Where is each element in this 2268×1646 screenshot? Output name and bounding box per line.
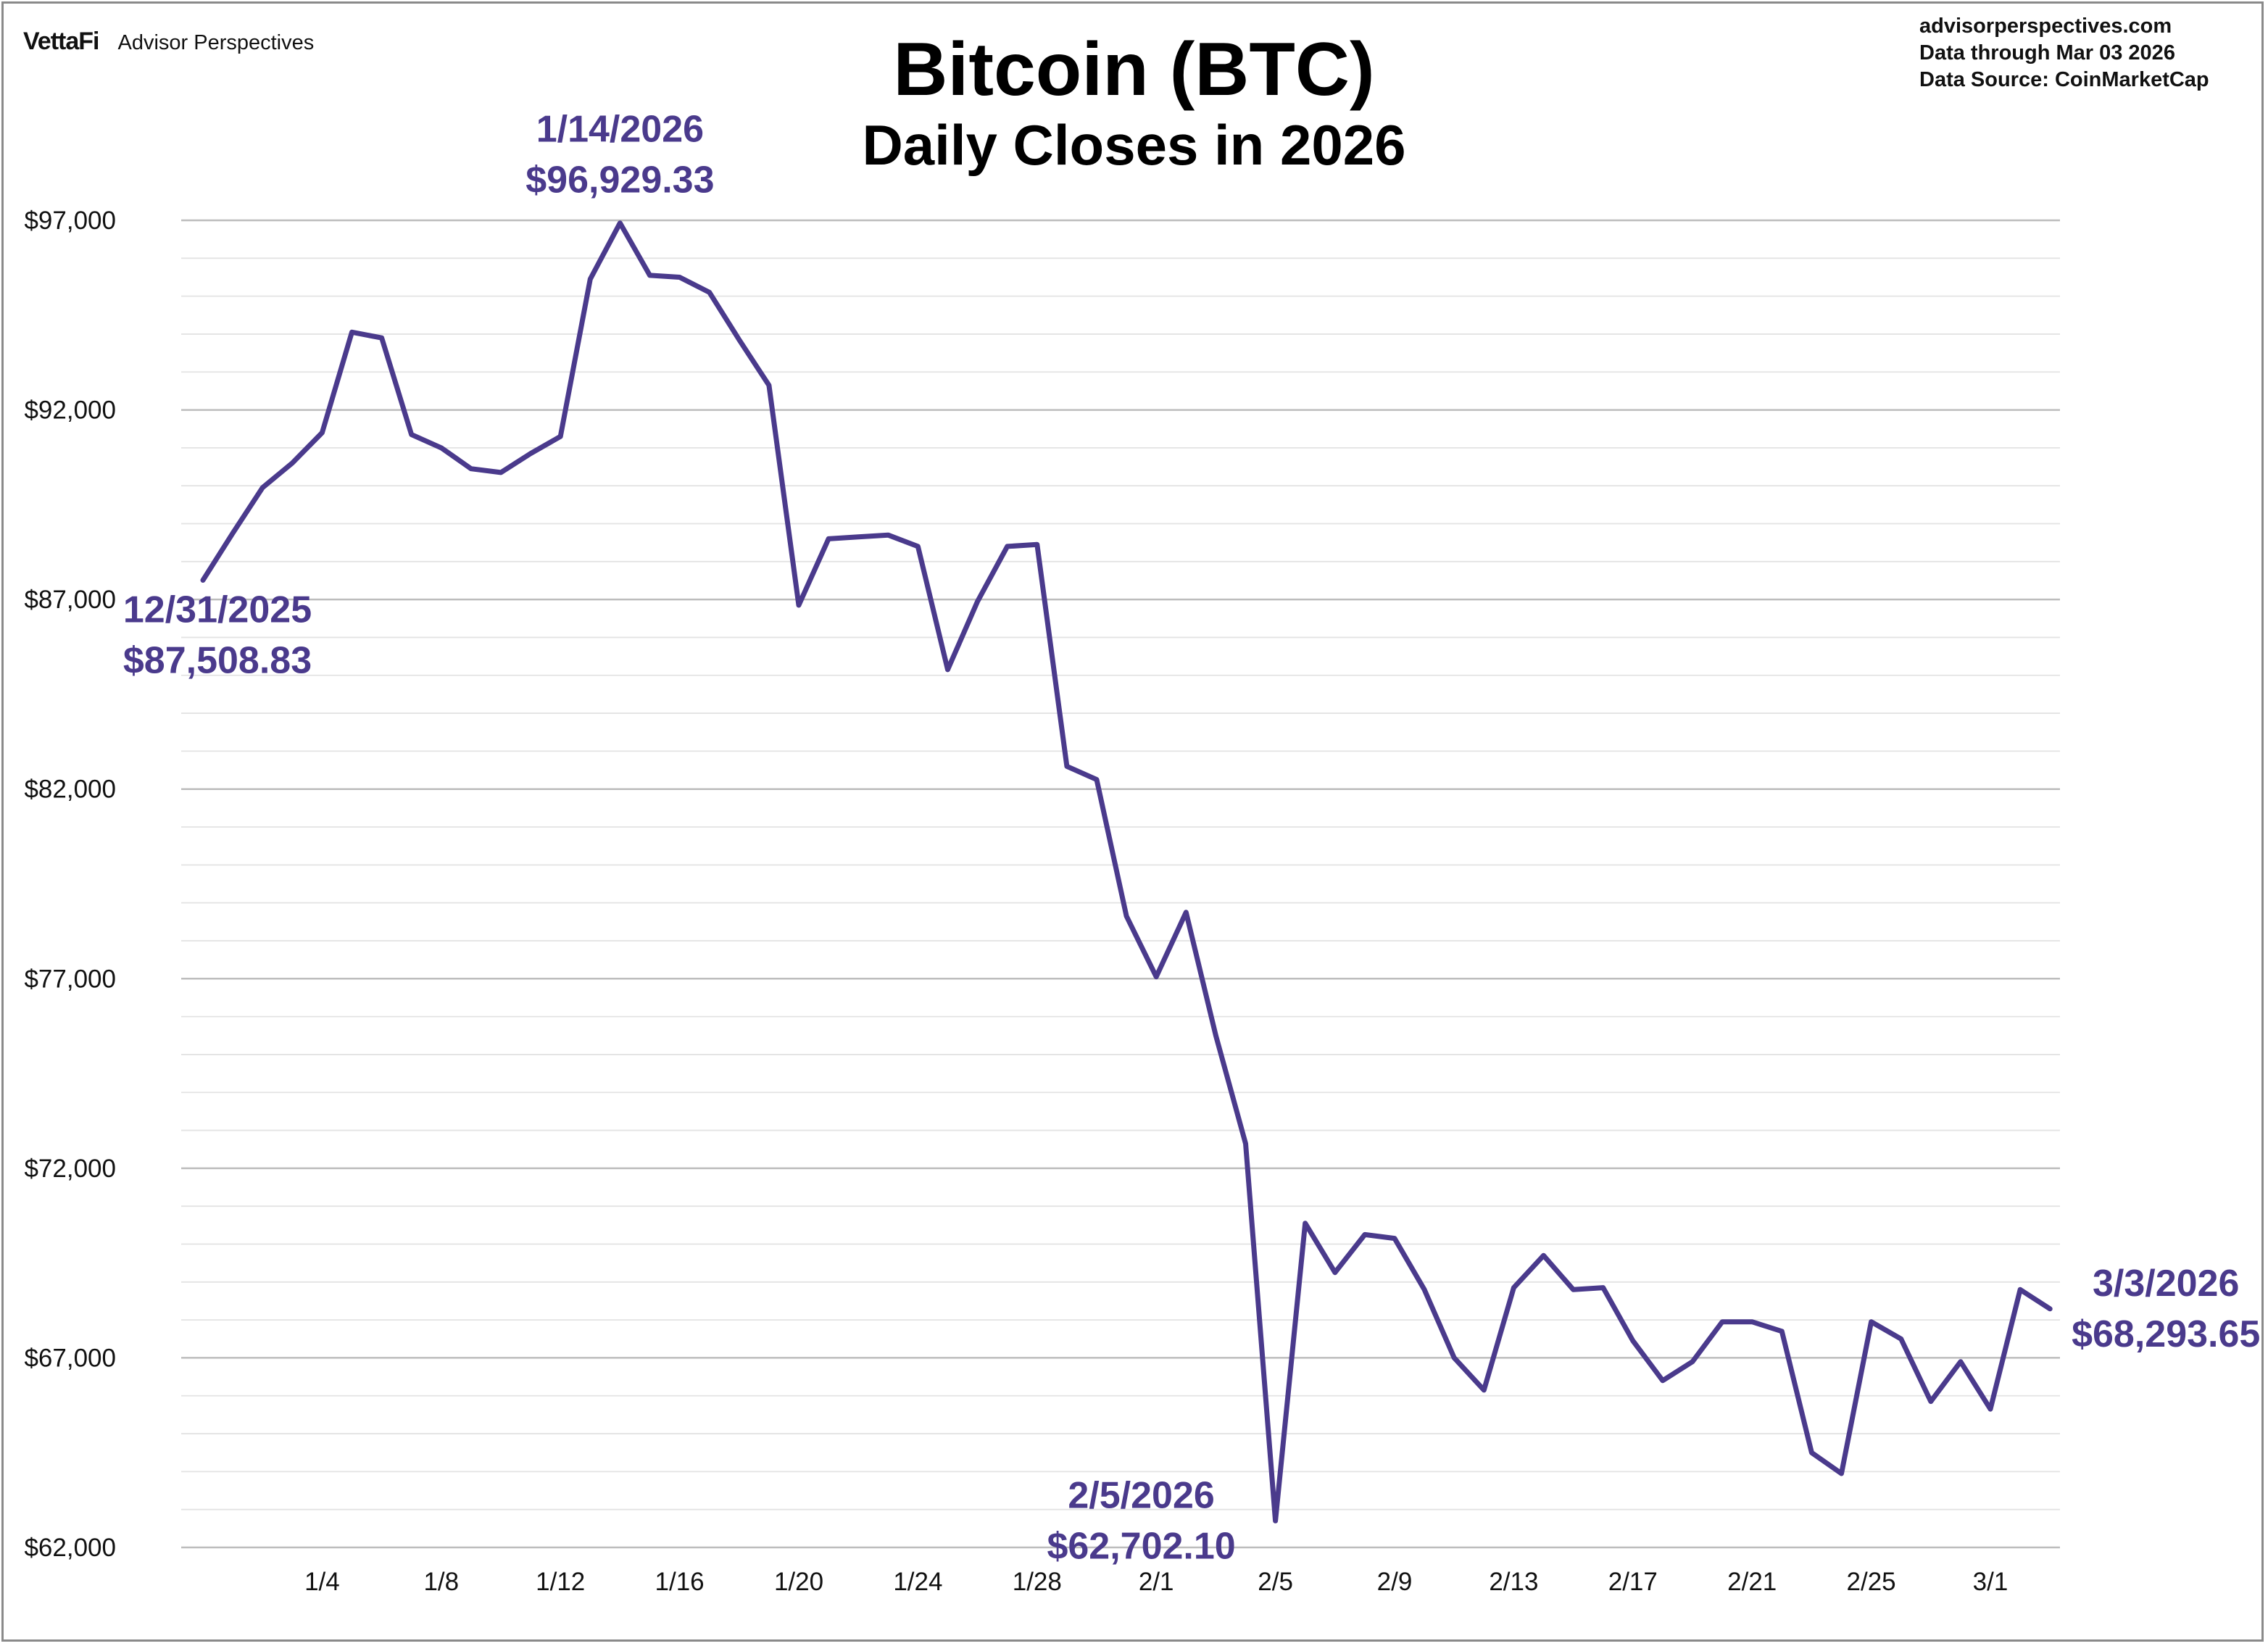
x-tick-label: 1/12: [536, 1568, 585, 1596]
annotation-date: 3/3/2026: [2093, 1263, 2239, 1305]
chart-title: Bitcoin (BTC): [893, 28, 1375, 112]
data-source-label: Data Source: CoinMarketCap: [1919, 68, 2209, 92]
x-tick-label: 2/9: [1377, 1568, 1413, 1596]
y-tick-label: $72,000: [24, 1155, 116, 1183]
brand-product: Advisor Perspectives: [117, 31, 315, 54]
x-tick-label: 1/16: [655, 1568, 705, 1596]
x-tick-label: 1/28: [1013, 1568, 1062, 1596]
chart-title-block: Bitcoin (BTC) Daily Closes in 2026: [0, 28, 2268, 180]
x-axis-ticks: 1/4 1/8 1/12 1/16 1/20 1/24 1/28 2/1 2/5 2/9 2/13 2…: [304, 1568, 2008, 1596]
x-tick-label: 2/13: [1489, 1568, 1538, 1596]
x-tick-label: 1/4: [304, 1568, 340, 1596]
price-series: [200, 220, 2053, 1524]
y-tick-label: $67,000: [24, 1344, 116, 1372]
y-tick-label: $97,000: [24, 207, 116, 235]
x-tick-label: 1/8: [423, 1568, 459, 1596]
annotations: 12/31/2025 $87,508.83 1/14/2026 $96,929.33 2…: [123, 109, 2260, 1568]
y-tick-label: $77,000: [24, 965, 116, 993]
chart-subtitle: Daily Closes in 2026: [862, 113, 1406, 178]
annotation-value: $62,702.10: [1047, 1525, 1235, 1567]
annotation-value: $96,929.33: [526, 159, 714, 201]
y-tick-label: $82,000: [24, 776, 116, 804]
y-tick-label: $92,000: [24, 396, 116, 425]
annotation-value: $87,508.83: [123, 640, 312, 682]
y-axis-ticks: $97,000 $92,000 $87,000 $82,000 $77,000 $72,0…: [24, 207, 116, 1562]
x-tick-label: 2/25: [1847, 1568, 1896, 1596]
x-tick-label: 1/24: [893, 1568, 942, 1596]
source-info: advisorperspectives.com Data through Mar…: [1919, 13, 2209, 93]
x-tick-label: 2/5: [1258, 1568, 1293, 1596]
series-line: [200, 220, 2053, 1524]
x-tick-label: 2/17: [1608, 1568, 1658, 1596]
y-tick-label: $62,000: [24, 1534, 116, 1562]
brand-header: VettaFi Advisor Perspectives: [23, 28, 314, 56]
website-label: advisorperspectives.com: [1919, 14, 2172, 38]
y-tick-label: $87,000: [24, 586, 116, 614]
annotation-value: $68,293.65: [2072, 1313, 2260, 1355]
data-through-label: Data through Mar 03 2026: [1919, 41, 2175, 65]
x-tick-label: 2/21: [1727, 1568, 1777, 1596]
annotation-date: 2/5/2026: [1068, 1474, 1214, 1516]
x-tick-label: 1/20: [774, 1568, 823, 1596]
annotation-date: 1/14/2026: [536, 109, 704, 151]
x-tick-label: 3/1: [1973, 1568, 2009, 1596]
gridlines: [181, 219, 2060, 1549]
x-tick-label: 2/1: [1139, 1568, 1174, 1596]
annotation-date: 12/31/2025: [123, 589, 312, 631]
vettafi-logo: VettaFi: [23, 28, 99, 55]
